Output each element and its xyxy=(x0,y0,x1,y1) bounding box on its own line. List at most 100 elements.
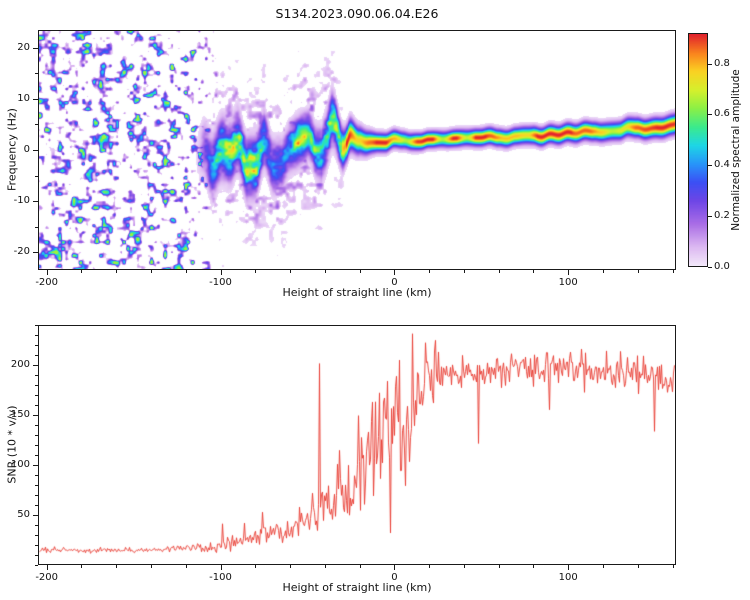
snr-x-minor-tick xyxy=(359,565,361,568)
snr-x-minor-tick xyxy=(429,565,431,568)
spec-y-major-tick xyxy=(33,252,38,254)
snr-x-minor-tick xyxy=(533,565,535,568)
snr-plot-frame xyxy=(38,325,676,565)
snr-x-major-tick xyxy=(220,565,222,570)
colorbar-tick xyxy=(708,267,712,268)
snr-y-minor-tick xyxy=(35,495,38,496)
snr-x-major-tick xyxy=(46,565,48,570)
spec-x-minor-tick xyxy=(324,270,326,273)
snr-y-tick-label: 50 xyxy=(17,509,30,520)
spec-x-minor-tick xyxy=(81,270,83,273)
colorbar-tick-label: 0.6 xyxy=(714,108,730,120)
snr-x-minor-tick xyxy=(463,565,465,568)
spec-x-major-tick xyxy=(568,270,570,275)
snr-x-tick-label: 0 xyxy=(391,572,398,583)
spectrogram-canvas xyxy=(39,31,675,269)
snr-x-minor-tick xyxy=(637,565,639,568)
snr-y-minor-tick xyxy=(35,535,38,536)
snr-y-minor-tick xyxy=(35,355,38,356)
snr-x-tick-label: -200 xyxy=(35,572,59,583)
colorbar-tick-label: 0.0 xyxy=(714,261,730,272)
spec-y-tick-label: 20 xyxy=(17,41,30,53)
snr-x-minor-tick xyxy=(255,565,257,568)
spec-y-minor-tick xyxy=(35,124,38,126)
spec-x-minor-tick xyxy=(185,270,187,273)
snr-x-major-tick xyxy=(394,565,396,570)
spec-x-major-tick xyxy=(220,270,222,275)
spec-x-minor-tick xyxy=(255,270,257,273)
snr-y-minor-tick xyxy=(35,455,38,456)
colorbar-canvas xyxy=(689,34,707,266)
spec-y-tick-label: -20 xyxy=(13,246,30,258)
snr-y-minor-tick xyxy=(35,425,38,426)
snr-y-major-tick xyxy=(33,365,38,366)
snr-x-minor-tick xyxy=(324,565,326,568)
snr-y-minor-tick xyxy=(35,525,38,526)
snr-xlabel: Height of straight line (km) xyxy=(282,581,432,594)
spec-x-tick-label: 0 xyxy=(391,277,398,288)
spec-x-minor-tick xyxy=(463,270,465,273)
colorbar-tick-label: 0.8 xyxy=(714,57,730,69)
snr-y-minor-tick xyxy=(35,345,38,346)
snr-y-minor-tick xyxy=(35,555,38,556)
colorbar-frame xyxy=(688,33,708,267)
plot-title: S134.2023.090.06.04.E26 xyxy=(275,6,439,21)
snr-y-minor-tick xyxy=(35,545,38,546)
snr-x-tick-label: -100 xyxy=(209,572,232,583)
snr-y-minor-tick xyxy=(35,405,38,406)
spec-x-minor-tick xyxy=(429,270,431,273)
spec-x-tick-label: 100 xyxy=(558,277,578,288)
snr-canvas xyxy=(39,326,675,564)
colorbar-tick xyxy=(708,63,712,65)
snr-x-minor-tick xyxy=(602,565,604,568)
snr-x-minor-tick xyxy=(150,565,152,568)
spec-y-major-tick xyxy=(33,98,38,100)
spec-x-minor-tick xyxy=(116,270,118,273)
snr-y-minor-tick xyxy=(35,435,38,436)
spec-x-major-tick xyxy=(394,270,396,275)
snr-x-minor-tick xyxy=(498,565,500,568)
snr-y-minor-tick xyxy=(35,325,38,326)
spec-y-tick-label: 10 xyxy=(17,92,30,104)
colorbar-tick xyxy=(708,165,712,167)
snr-y-major-tick xyxy=(33,465,38,466)
snr-y-minor-tick xyxy=(35,375,38,376)
snr-y-minor-tick xyxy=(35,395,38,396)
spec-x-minor-tick xyxy=(498,270,500,273)
spec-y-tick-label: -10 xyxy=(13,195,30,207)
snr-x-minor-tick xyxy=(185,565,187,568)
spec-x-tick-label: -100 xyxy=(209,277,232,288)
spec-y-minor-tick xyxy=(35,226,38,228)
snr-y-major-tick xyxy=(33,515,38,516)
snr-x-major-tick xyxy=(568,565,570,570)
snr-y-minor-tick xyxy=(35,475,38,476)
spec-x-major-tick xyxy=(46,270,48,275)
spec-x-minor-tick xyxy=(602,270,604,273)
spec-x-minor-tick xyxy=(290,270,292,273)
snr-y-tick-label: 100 xyxy=(10,459,30,470)
spec-y-major-tick xyxy=(33,201,38,203)
snr-y-tick-label: 150 xyxy=(10,409,30,420)
snr-y-minor-tick xyxy=(35,335,38,336)
snr-y-tick-label: 200 xyxy=(10,359,30,370)
snr-x-minor-tick xyxy=(290,565,292,568)
snr-y-minor-tick xyxy=(35,505,38,506)
colorbar-label: Normalized spectral amplitude xyxy=(730,69,742,231)
spec-y-minor-tick xyxy=(35,175,38,177)
colorbar-tick-label: 0.4 xyxy=(714,159,730,171)
snr-y-minor-tick xyxy=(35,445,38,446)
spec-y-tick-label: 0 xyxy=(23,144,30,155)
spec-y-minor-tick xyxy=(35,73,38,75)
spec-x-minor-tick xyxy=(637,270,639,273)
colorbar-tick-label: 0.2 xyxy=(714,210,730,222)
spec-x-tick-label: -200 xyxy=(35,277,59,288)
snr-y-minor-tick xyxy=(35,485,38,486)
snr-y-minor-tick xyxy=(35,385,38,386)
snr-y-major-tick xyxy=(33,415,38,416)
snr-x-minor-tick xyxy=(116,565,118,568)
snr-y-minor-tick xyxy=(35,565,38,566)
colorbar-tick xyxy=(708,216,712,218)
spec-y-major-tick xyxy=(33,47,38,49)
spec-x-minor-tick xyxy=(533,270,535,273)
